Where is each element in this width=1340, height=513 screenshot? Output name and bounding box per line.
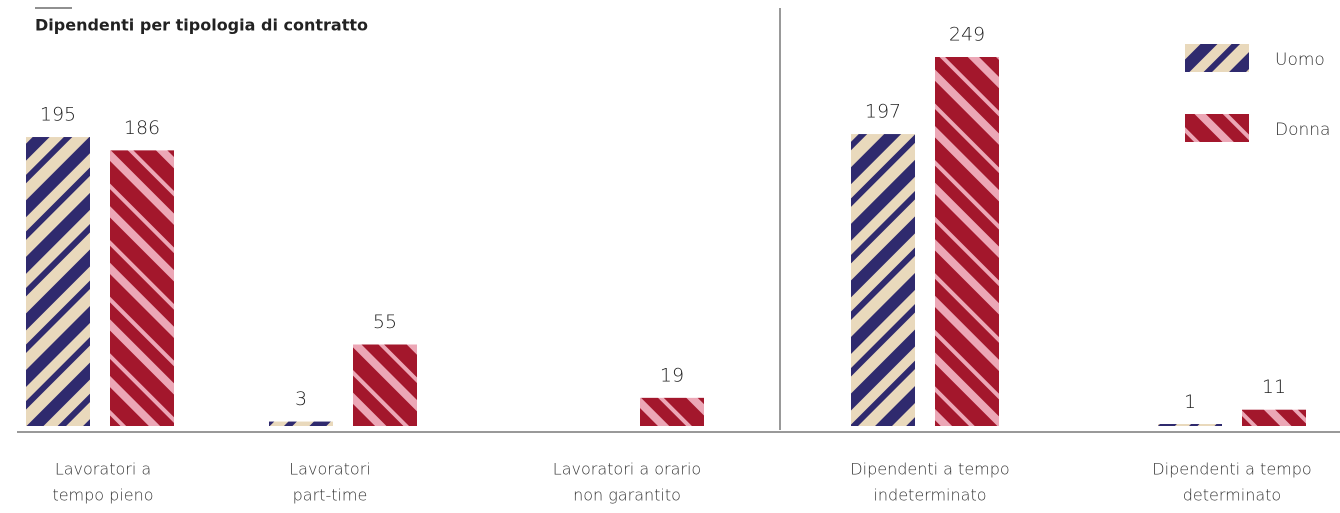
value-label: 197	[865, 101, 901, 123]
chart-title: Dipendenti per tipologia di contratto	[35, 16, 368, 35]
value-label: 186	[124, 117, 160, 139]
x-tick-label: Lavoratori	[289, 460, 370, 479]
value-label: 249	[949, 24, 985, 46]
bar	[110, 150, 174, 426]
bar	[26, 137, 90, 426]
x-tick-label: Dipendenti a tempo	[1152, 460, 1311, 479]
bar	[269, 421, 333, 426]
x-tick-label: Dipendenti a tempo	[850, 460, 1009, 479]
x-tick-label: indeterminato	[873, 486, 986, 505]
legend-label: Donna	[1275, 120, 1330, 140]
value-label: 55	[373, 311, 397, 333]
value-label: 3	[295, 388, 307, 410]
value-label: 19	[660, 364, 684, 386]
bar	[851, 134, 915, 426]
legend-label: Uomo	[1275, 50, 1325, 70]
x-tick-label: non garantito	[573, 486, 681, 505]
legend-swatch	[1185, 114, 1249, 142]
value-label: 1	[1184, 391, 1196, 413]
legend-swatch	[1185, 44, 1249, 72]
x-tick-label: determinato	[1183, 486, 1281, 505]
bar	[1158, 424, 1222, 426]
x-tick-label: Lavoratori a	[55, 460, 151, 479]
bar	[640, 397, 704, 426]
x-tick-label: Lavoratori a orario	[553, 460, 701, 479]
bar	[935, 57, 999, 426]
value-label: 195	[40, 104, 76, 126]
bar	[1242, 409, 1306, 426]
value-label: 11	[1262, 376, 1286, 398]
x-tick-label: tempo pieno	[52, 486, 153, 505]
x-tick-label: part-time	[293, 486, 368, 505]
bar	[353, 344, 417, 426]
